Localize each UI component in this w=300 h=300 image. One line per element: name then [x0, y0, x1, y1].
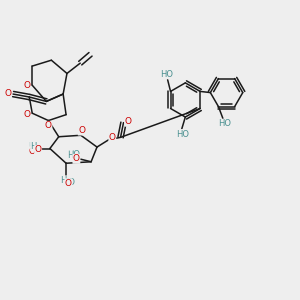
Text: O: O — [45, 122, 52, 130]
Text: O: O — [73, 154, 80, 163]
Text: HO: HO — [160, 70, 173, 79]
Text: O: O — [65, 179, 72, 188]
Text: HO: HO — [67, 150, 80, 159]
Text: H: H — [61, 176, 67, 185]
Text: HO: HO — [218, 119, 231, 128]
Text: O: O — [125, 117, 132, 126]
Text: HO: HO — [176, 130, 190, 139]
Text: HO: HO — [62, 178, 75, 187]
Text: H: H — [67, 151, 73, 160]
Text: O: O — [78, 126, 85, 135]
Text: H: H — [28, 142, 35, 151]
Text: O: O — [34, 146, 42, 154]
Text: O: O — [4, 89, 11, 98]
Text: O: O — [23, 81, 30, 90]
Text: H: H — [31, 142, 37, 151]
Text: O: O — [28, 147, 35, 156]
Text: O: O — [23, 110, 30, 119]
Text: O: O — [109, 133, 116, 142]
